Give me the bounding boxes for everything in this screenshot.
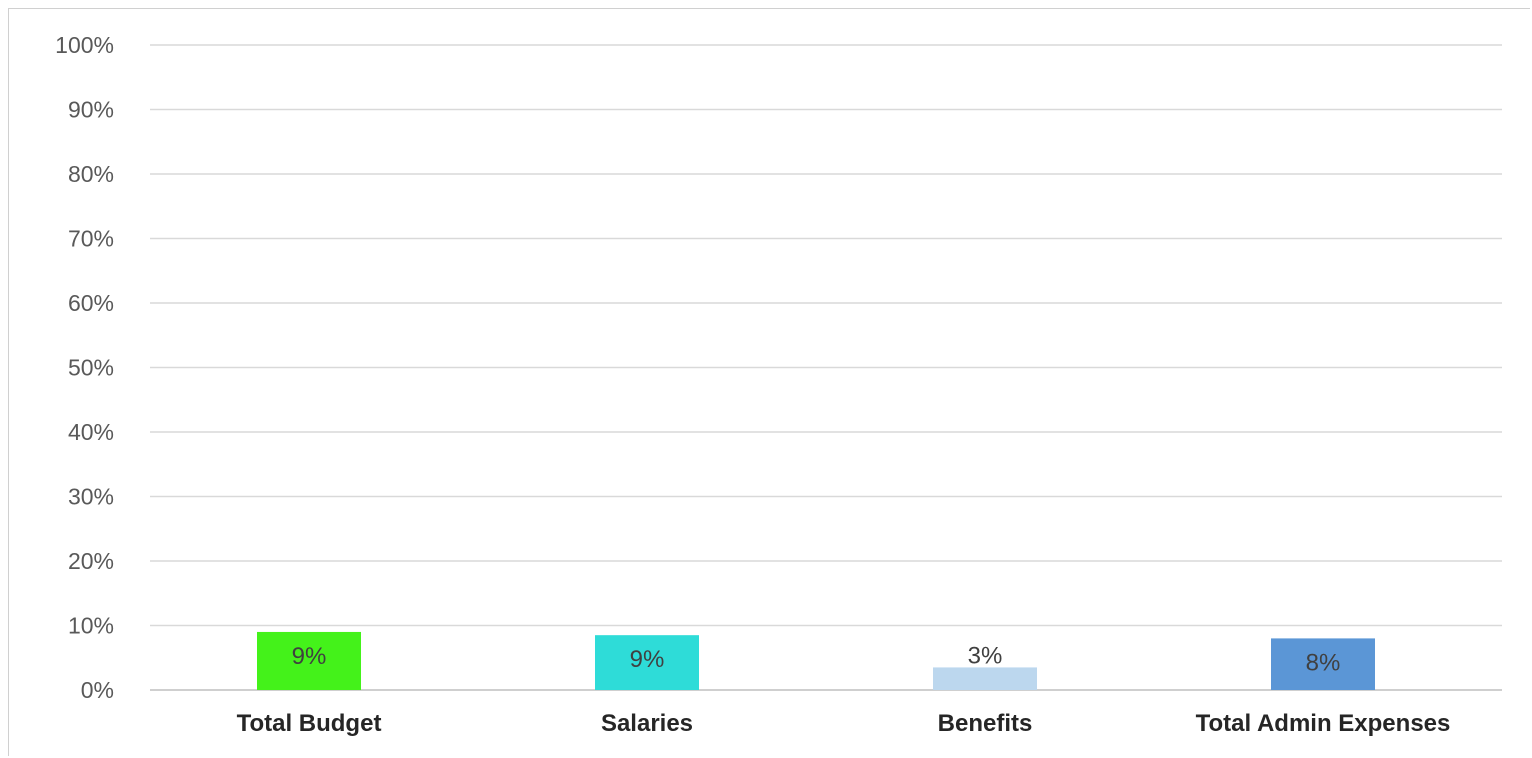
bar-data-label: 3% <box>968 642 1003 669</box>
chart-area <box>8 8 1530 756</box>
gridlines <box>150 44 1502 691</box>
y-tick-label: 50% <box>68 355 114 381</box>
y-tick-label: 10% <box>68 613 114 639</box>
y-tick-label: 80% <box>68 161 114 187</box>
y-tick-label: 60% <box>68 290 114 316</box>
y-tick-label: 90% <box>68 97 114 123</box>
bar-data-label: 8% <box>1306 649 1341 676</box>
y-tick-label: 100% <box>55 32 114 58</box>
bar <box>933 667 1037 690</box>
bar-data-label: 9% <box>630 646 665 673</box>
bar-data-label: 9% <box>292 643 327 670</box>
y-tick-label: 20% <box>68 548 114 574</box>
x-category-label: Total Budget <box>237 710 382 737</box>
data-labels: 9% 9% 3% 8% <box>292 642 1341 676</box>
bar <box>257 631 361 690</box>
x-category-label: Benefits <box>938 710 1033 737</box>
bars <box>257 631 1375 690</box>
x-category-label: Total Admin Expenses <box>1196 710 1451 737</box>
x-category-label: Salaries <box>601 710 693 737</box>
x-axis-category-labels: Total Budget Salaries Benefits Total Admin … <box>237 710 1451 737</box>
y-tick-label: 40% <box>68 419 114 445</box>
y-tick-label: 0% <box>81 677 114 703</box>
bar <box>595 635 699 690</box>
y-tick-label: 30% <box>68 484 114 510</box>
y-tick-label: 70% <box>68 226 114 252</box>
y-axis-tick-labels: 0% 10% 20% 30% 40% 50% 60% 70% 80% 90% 100% <box>55 32 114 703</box>
bar <box>1271 638 1375 690</box>
